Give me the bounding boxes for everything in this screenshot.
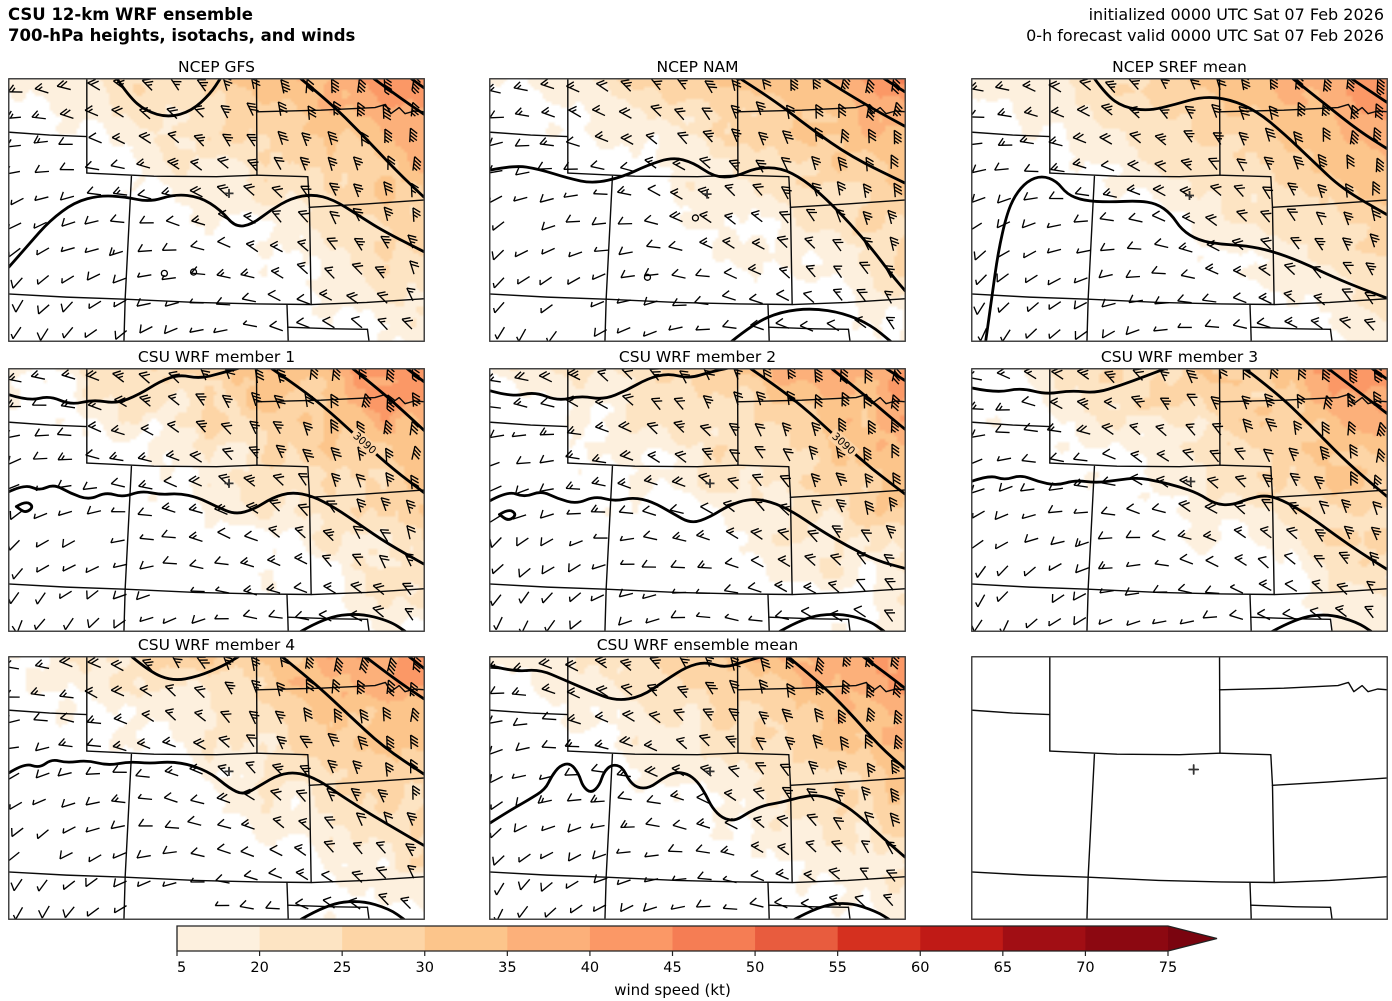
panel-title [971,636,1388,655]
panel-csu-wrf-ensemble-mean: CSU WRF ensemble mean [489,636,906,920]
panel-blank-map [971,636,1388,920]
figure-title-line2: 700-hPa heights, isotachs, and winds [8,26,356,45]
colorbar-segment [1002,926,1086,951]
figure-title: CSU 12-km WRF ensemble 700-hPa heights, … [8,4,355,46]
colorbar-segment [507,926,591,951]
colorbar-tick-label: 45 [663,960,681,976]
panel-ncep-sref-mean: NCEP SREF mean [971,58,1388,342]
colorbar-segment [342,926,426,951]
colorbar-segment [259,926,343,951]
colorbar-tick-label: 50 [746,960,764,976]
panel-title: CSU WRF member 4 [137,636,296,654]
colorbar-tick-label: 65 [994,960,1012,976]
panel-csu-wrf-member-1: CSU WRF member 1 [8,348,425,632]
map-canvas-ncep-sref-mean [971,78,1388,342]
map-canvas-ncep-gfs [8,78,425,342]
colorbar-segment [920,926,1004,951]
colorbar-tick-label: 20 [250,960,268,976]
colorbar-tick-label: 60 [911,960,929,976]
colorbar-axis-label: wind speed (kt) [614,981,731,999]
map-canvas-blank-map [971,656,1388,920]
valid-time: 0-h forecast valid 0000 UTC Sat 07 Feb 2… [1026,26,1384,45]
panel-title: CSU WRF ensemble mean [596,636,799,654]
figure-timestamp: initialized 0000 UTC Sat 07 Feb 2026 0-h… [1026,4,1384,46]
colorbar-tick-label: 70 [1076,960,1094,976]
colorbar-tick-label: 55 [828,960,846,976]
panel-csu-wrf-member-4: CSU WRF member 4 [8,636,425,920]
colorbar-segment [177,926,261,951]
panel-title: CSU WRF member 2 [618,348,777,366]
panel-title: NCEP SREF mean [1112,58,1247,76]
panel-csu-wrf-member-3: CSU WRF member 3 [971,348,1388,632]
panel-title: CSU WRF member 1 [137,348,296,366]
colorbar: 15 20 25 30 35 40 45 50 55 60 65 70 75 wind speed (kt… [168,925,1236,1001]
map-canvas-csu-wrf-member-1 [8,368,425,632]
panel-title: NCEP NAM [656,58,739,76]
colorbar-tick-label: 25 [333,960,351,976]
map-canvas-csu-wrf-member-3 [971,368,1388,632]
colorbar-tick-label: 15 [176,960,186,976]
colorbar-arrow [1168,926,1217,951]
colorbar-segment [589,926,673,951]
colorbar-svg: 15 20 25 30 35 40 45 50 55 60 65 70 75 wind speed (kt… [168,925,1218,999]
colorbar-outline [176,925,1218,952]
panel-ncep-nam: NCEP NAM [489,58,906,342]
colorbar-tick-label: 75 [1159,960,1177,976]
map-canvas-ncep-nam [489,78,906,342]
figure-title-line1: CSU 12-km WRF ensemble [8,5,253,24]
map-canvas-csu-wrf-ensemble-mean [489,656,906,920]
colorbar-segment [755,926,839,951]
map-canvas-csu-wrf-member-4 [8,656,425,920]
panel-title: NCEP GFS [178,58,255,76]
colorbar-segment [672,926,756,951]
colorbar-segment [424,926,508,951]
colorbar-tick-label: 40 [581,960,599,976]
map-canvas-csu-wrf-member-2 [489,368,906,632]
colorbar-tick-label: 35 [498,960,516,976]
panel-title: CSU WRF member 3 [1100,348,1259,366]
colorbar-segment [1085,926,1169,951]
panel-csu-wrf-member-2: CSU WRF member 2 [489,348,906,632]
panel-ncep-gfs: NCEP GFS [8,58,425,342]
colorbar-tick-label: 30 [416,960,434,976]
colorbar-segment [837,926,921,951]
init-time: initialized 0000 UTC Sat 07 Feb 2026 [1088,5,1384,24]
